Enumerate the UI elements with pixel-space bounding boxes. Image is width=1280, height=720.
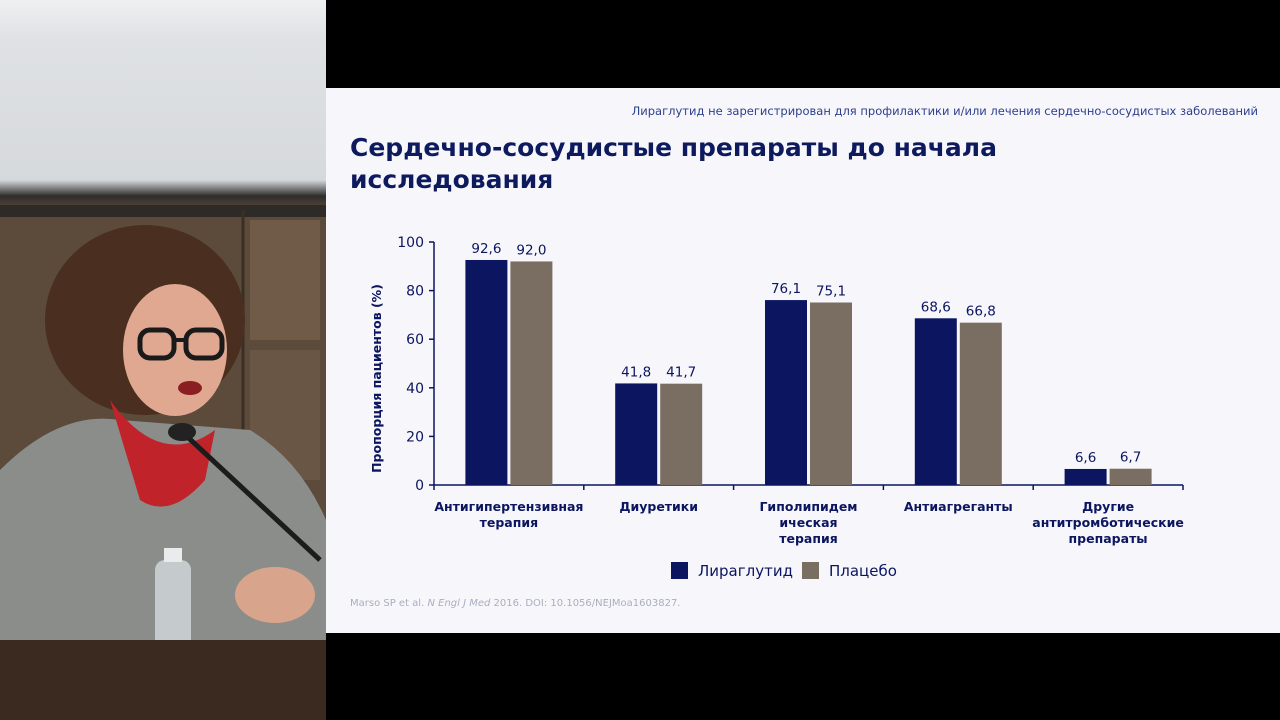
- bar-placebo: [959, 322, 1002, 485]
- speaker-video: [0, 0, 326, 720]
- bar-placebo: [660, 383, 703, 485]
- data-label: 68,6: [921, 299, 951, 315]
- speaker-illustration: [0, 205, 326, 720]
- disclaimer-text: Лираглутид не зарегистрирован для профил…: [631, 104, 1258, 118]
- category-label: терапия: [480, 515, 539, 530]
- bar-liraglutide: [615, 383, 658, 485]
- bar-placebo: [810, 302, 852, 485]
- y-axis-label: Пропорция пациентов (%): [369, 284, 384, 473]
- reference-text: Marso SP et al. N Engl J Med 2016. DOI: …: [350, 598, 680, 609]
- legend-label: Плацебо: [829, 562, 897, 580]
- data-label: 41,8: [621, 364, 651, 380]
- data-label: 92,0: [516, 242, 546, 258]
- category-label: препараты: [1069, 531, 1148, 546]
- category-label: ическая: [779, 515, 837, 530]
- bar-liraglutide: [465, 259, 508, 485]
- bar-liraglutide: [914, 318, 957, 485]
- bar-chart: 0 20 40 60 80 100 Пропорция пациентов (%) 92,6 9…: [369, 235, 1184, 580]
- bar-placebo: [510, 261, 553, 485]
- reference-journal: N Engl J Med: [427, 598, 491, 609]
- legend-swatch: [671, 562, 688, 579]
- category-label: Диуретики: [619, 499, 698, 514]
- y-tick-label: 80: [406, 284, 424, 300]
- y-tick-label: 100: [397, 235, 424, 251]
- bar-liraglutide: [1064, 468, 1107, 485]
- data-label: 6,6: [1075, 450, 1096, 466]
- data-label: 66,8: [966, 304, 996, 320]
- data-label: 41,7: [666, 365, 696, 381]
- reference-authors: Marso SP et al.: [350, 598, 425, 609]
- category-label: терапия: [779, 531, 838, 546]
- category-label: Гиполипидем: [759, 499, 857, 514]
- bar-placebo: [1109, 468, 1152, 485]
- bar-liraglutide: [765, 300, 807, 485]
- category-label: Другие: [1082, 499, 1134, 514]
- legend-label: Лираглутид: [698, 562, 793, 580]
- y-tick-label: 40: [406, 381, 424, 397]
- slide-title-line-2: исследования: [350, 165, 554, 194]
- y-tick-label: 60: [406, 332, 424, 348]
- data-label: 6,7: [1120, 450, 1141, 466]
- y-tick-label: 20: [406, 429, 424, 445]
- y-tick-label: 0: [415, 478, 424, 494]
- data-label: 76,1: [771, 281, 801, 297]
- category-label: Антигипертензивная: [434, 499, 583, 514]
- reference-details: 2016. DOI: 10.1056/NEJMoa1603827.: [493, 598, 681, 609]
- category-label: Антиагреганты: [904, 499, 1013, 514]
- data-label: 75,1: [816, 284, 846, 300]
- slide-title-line-1: Сердечно-сосудистые препараты до начала: [350, 133, 997, 162]
- presentation-slide: Лираглутид не зарегистрирован для профил…: [326, 88, 1280, 633]
- data-label: 92,6: [471, 241, 501, 257]
- slide-title: Сердечно-сосудистые препараты до начала …: [350, 132, 1070, 196]
- category-label: антитромботические: [1032, 515, 1184, 530]
- legend-swatch: [802, 562, 819, 579]
